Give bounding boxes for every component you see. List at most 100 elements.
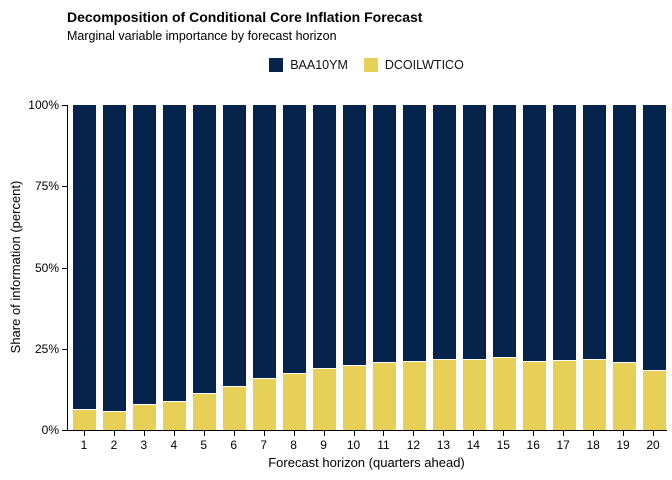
x-tick-mark bbox=[353, 431, 355, 436]
y-tick-label: 75% bbox=[34, 179, 59, 194]
bar-segment-dcoilwtico bbox=[313, 368, 337, 430]
x-tick-mark bbox=[473, 431, 475, 436]
bar-segment-baa10ym bbox=[253, 105, 277, 378]
bar-segment-dcoilwtico bbox=[492, 357, 516, 430]
bar-segment-dcoilwtico bbox=[283, 373, 307, 430]
legend: BAA10YM DCOILWTICO bbox=[67, 58, 666, 72]
bar-segment-baa10ym bbox=[103, 105, 127, 411]
bar-segment-dcoilwtico bbox=[223, 386, 247, 430]
x-tick-mark bbox=[623, 431, 625, 436]
chart-subtitle: Marginal variable importance by forecast… bbox=[67, 29, 337, 43]
bar-segment-baa10ym bbox=[343, 105, 367, 365]
bar-segment-baa10ym bbox=[372, 105, 396, 362]
x-tick-mark bbox=[203, 431, 205, 436]
legend-label: BAA10YM bbox=[290, 58, 348, 72]
stacked-bar-q7 bbox=[253, 105, 277, 430]
x-tick-label: 10 bbox=[346, 438, 361, 452]
bar-segment-dcoilwtico bbox=[432, 358, 456, 430]
bar-segment-baa10ym bbox=[193, 105, 217, 393]
x-tick-mark bbox=[323, 431, 325, 436]
y-tick-mark bbox=[62, 348, 67, 350]
x-axis-title: Forecast horizon (quarters ahead) bbox=[268, 455, 465, 470]
stacked-bar-q18 bbox=[582, 105, 606, 430]
x-tick-label: 8 bbox=[290, 438, 297, 452]
bar-segment-baa10ym bbox=[163, 105, 187, 401]
x-tick-label: 16 bbox=[526, 438, 540, 452]
stacked-bar-q12 bbox=[402, 105, 426, 430]
x-tick-label: 15 bbox=[496, 438, 510, 452]
stacked-bar-q10 bbox=[343, 105, 367, 430]
legend-label: DCOILWTICO bbox=[384, 58, 464, 72]
x-tick-label: 11 bbox=[377, 438, 390, 452]
bar-segment-dcoilwtico bbox=[582, 358, 606, 430]
y-tick-mark bbox=[62, 186, 67, 188]
x-tick-mark bbox=[83, 431, 85, 436]
y-tick-label: 50% bbox=[34, 260, 59, 275]
x-tick-mark bbox=[593, 431, 595, 436]
bar-segment-baa10ym bbox=[642, 105, 666, 371]
stacked-bar-q16 bbox=[522, 105, 546, 430]
x-tick-mark bbox=[233, 431, 235, 436]
x-tick-label: 5 bbox=[200, 438, 208, 452]
y-tick-label: 100% bbox=[28, 98, 59, 112]
bar-segment-baa10ym bbox=[402, 105, 426, 362]
x-tick-mark bbox=[173, 431, 175, 436]
x-tick-label: 17 bbox=[556, 438, 570, 452]
bar-segment-dcoilwtico bbox=[642, 370, 666, 430]
x-tick-label: 4 bbox=[170, 438, 178, 452]
legend-item-baa10ym: BAA10YM bbox=[269, 58, 348, 72]
bar-segment-dcoilwtico bbox=[73, 408, 97, 430]
x-tick-mark bbox=[263, 431, 265, 436]
bar-segment-baa10ym bbox=[492, 105, 516, 358]
stacked-bar-q1 bbox=[73, 105, 97, 430]
x-tick-label: 12 bbox=[406, 438, 421, 452]
stacked-bar-q20 bbox=[642, 105, 666, 430]
x-tick-label: 13 bbox=[436, 438, 451, 452]
stacked-bar-q17 bbox=[552, 105, 576, 430]
y-tick-mark bbox=[62, 430, 67, 431]
x-tick-mark bbox=[383, 431, 385, 436]
bar-segment-baa10ym bbox=[283, 105, 307, 374]
x-tick-label: 3 bbox=[140, 438, 148, 452]
chart-title: Decomposition of Conditional Core Inflat… bbox=[67, 9, 423, 25]
bar-segment-dcoilwtico bbox=[552, 360, 576, 430]
x-tick-label: 7 bbox=[260, 438, 268, 452]
legend-swatch-icon bbox=[269, 58, 284, 72]
bar-segment-dcoilwtico bbox=[163, 400, 187, 430]
bar-segment-baa10ym bbox=[522, 105, 546, 362]
x-tick-mark bbox=[143, 431, 145, 436]
stacked-bar-q3 bbox=[133, 105, 157, 430]
y-tick-mark bbox=[62, 267, 67, 269]
stacked-bar-q8 bbox=[283, 105, 307, 430]
x-tick-label: 1 bbox=[80, 438, 88, 452]
x-tick-label: 2 bbox=[110, 438, 118, 452]
stacked-bar-q15 bbox=[492, 105, 516, 430]
stacked-bar-q4 bbox=[163, 105, 187, 430]
bar-segment-dcoilwtico bbox=[612, 362, 636, 430]
bar-segment-baa10ym bbox=[612, 105, 636, 363]
x-tick-label: 6 bbox=[230, 438, 238, 452]
x-tick-mark bbox=[563, 431, 565, 436]
x-tick-label: 19 bbox=[616, 438, 630, 452]
bar-segment-dcoilwtico bbox=[103, 410, 127, 430]
y-tick-label: 0% bbox=[41, 423, 59, 437]
bar-segment-baa10ym bbox=[223, 105, 247, 387]
legend-swatch-icon bbox=[363, 58, 378, 72]
bar-segment-dcoilwtico bbox=[343, 365, 367, 430]
stacked-bar-q2 bbox=[103, 105, 127, 430]
stacked-bar-q19 bbox=[612, 105, 636, 430]
bar-segment-dcoilwtico bbox=[253, 378, 277, 430]
stacked-bar-q11 bbox=[372, 105, 396, 430]
x-tick-mark bbox=[443, 431, 445, 436]
y-tick-mark bbox=[62, 105, 67, 106]
legend-item-dcoilwtico: DCOILWTICO bbox=[363, 58, 464, 72]
x-tick-mark bbox=[113, 431, 115, 436]
x-tick-mark bbox=[653, 431, 655, 436]
y-tick-label: 25% bbox=[34, 341, 59, 356]
x-tick-label: 9 bbox=[320, 438, 327, 452]
bar-segment-dcoilwtico bbox=[193, 392, 217, 430]
bar-segment-dcoilwtico bbox=[462, 359, 486, 430]
bar-segment-baa10ym bbox=[462, 105, 486, 360]
bar-segment-dcoilwtico bbox=[133, 404, 157, 430]
